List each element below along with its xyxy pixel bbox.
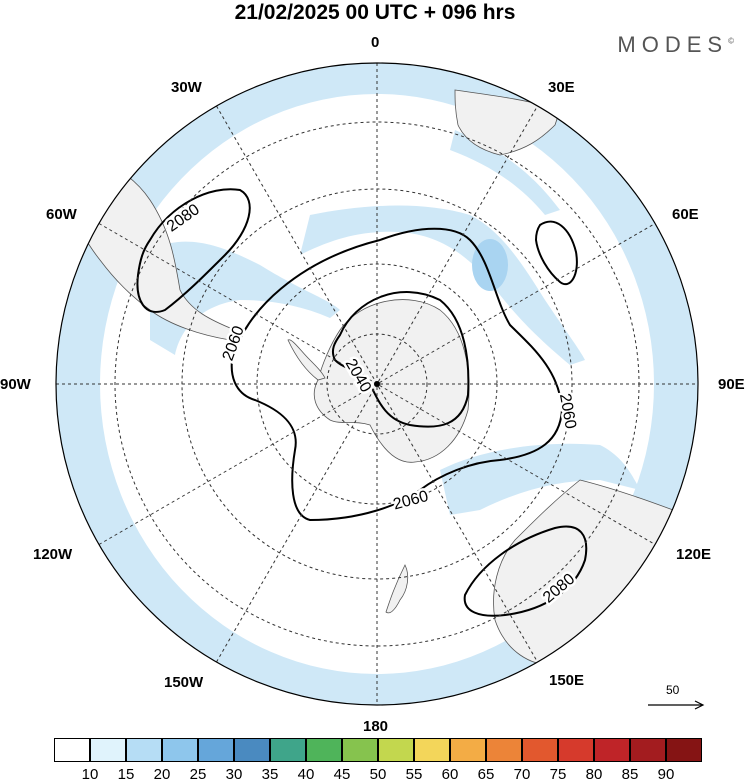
- legend-tick-label: 75: [549, 766, 567, 783]
- page-title: 21/02/2025 00 UTC + 096 hrs: [234, 1, 516, 24]
- legend-swatch: [378, 738, 414, 762]
- legend-tick-label: 45: [333, 766, 351, 783]
- meridian-30: [216, 105, 538, 663]
- lon-label-90w: 90W: [0, 376, 31, 393]
- shade-core-ne: [472, 239, 508, 291]
- legend-swatch: [342, 738, 378, 762]
- legend-tick-label: 85: [621, 766, 639, 783]
- shade-atlantic-band: [300, 205, 585, 365]
- legend-tick-label: 10: [81, 766, 99, 783]
- legend-swatch: [90, 738, 126, 762]
- lon-label-60e: 60E: [672, 206, 699, 223]
- legend-tick-label: 50: [369, 766, 387, 783]
- lon-label-0: 0: [371, 34, 380, 51]
- south-pole-dot: [374, 381, 380, 387]
- brand-mark: ©: [728, 36, 734, 46]
- legend-swatch: [126, 738, 162, 762]
- legend-swatch: [54, 738, 90, 762]
- legend-tick-label: 25: [189, 766, 207, 783]
- meridian-60: [98, 223, 656, 545]
- lon-label-180: 180: [363, 718, 389, 735]
- map-border: [55, 62, 699, 706]
- legend-tick-label: 80: [585, 766, 603, 783]
- meridian-120: [98, 223, 656, 545]
- lon-label-150w: 150W: [164, 674, 204, 691]
- wind-reference-arrow: [648, 700, 705, 710]
- shade-south-atlantic: [150, 241, 340, 355]
- legend-tick-label: 55: [405, 766, 423, 783]
- legend-tick-label: 65: [477, 766, 495, 783]
- legend-swatch: [630, 738, 666, 762]
- legend-swatch: [414, 738, 450, 762]
- legend-swatch: [558, 738, 594, 762]
- wind-reference-value: 50: [666, 683, 680, 697]
- contour-2060: [230, 227, 564, 522]
- legend-swatch: [486, 738, 522, 762]
- meridian-150: [216, 105, 538, 663]
- shade-ne-coast: [450, 130, 560, 215]
- legend-swatch: [666, 738, 702, 762]
- contour-2080-west: [136, 188, 251, 313]
- legend-swatch: [270, 738, 306, 762]
- legend-tick-label: 60: [441, 766, 459, 783]
- lon-label-120e: 120E: [676, 546, 712, 563]
- legend-swatch: [198, 738, 234, 762]
- lon-label-150e: 150E: [549, 672, 585, 689]
- legend-tick-label: 15: [117, 766, 135, 783]
- contour-2080-east: [463, 525, 588, 617]
- brand-name: MODES: [617, 32, 729, 57]
- legend-tick-label: 35: [261, 766, 279, 783]
- legend-tick-label: 20: [153, 766, 171, 783]
- legend-swatch: [522, 738, 558, 762]
- legend-swatch: [234, 738, 270, 762]
- lon-label-30e: 30E: [548, 79, 575, 96]
- lon-label-30w: 30W: [171, 79, 202, 96]
- legend-swatch: [450, 738, 486, 762]
- lon-label-90e: 90E: [718, 376, 745, 393]
- africa: [454, 89, 561, 156]
- legend-tick-label: 90: [657, 766, 675, 783]
- legend-swatch: [594, 738, 630, 762]
- contour-2080-north: [534, 220, 578, 285]
- legend-tick-label: 40: [297, 766, 315, 783]
- legend-tick-label: 30: [225, 766, 243, 783]
- lon-label-120w: 120W: [33, 546, 73, 563]
- graticule: [56, 63, 698, 705]
- lon-label-60w: 60W: [46, 206, 77, 223]
- legend-swatch: [306, 738, 342, 762]
- legend-tick-label: 70: [513, 766, 531, 783]
- height-contours: [136, 188, 588, 617]
- legend-swatch: [162, 738, 198, 762]
- modes-logo: MODES©: [617, 32, 734, 58]
- antarctic-peninsula: [287, 339, 326, 381]
- contour-2040: [331, 291, 470, 428]
- new-zealand: [385, 564, 409, 614]
